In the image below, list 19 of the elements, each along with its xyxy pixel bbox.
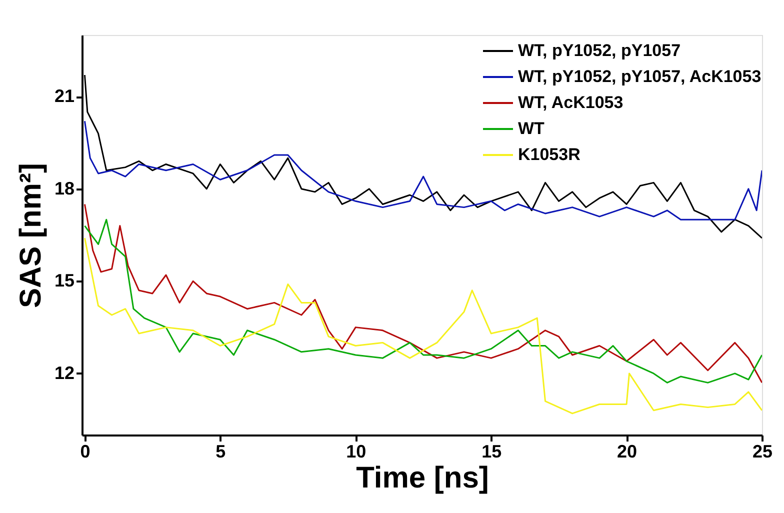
legend-label: WT, pY1052, pY1057, AcK1053 bbox=[518, 67, 762, 86]
x-axis-title: Time [ns] bbox=[356, 462, 489, 494]
y-tick-label: 21 bbox=[54, 86, 74, 106]
x-tick-label: 25 bbox=[752, 442, 773, 462]
legend-label: WT bbox=[518, 119, 546, 138]
y-axis-title: SAS [nm²] bbox=[14, 163, 48, 308]
x-tick-label: 5 bbox=[216, 442, 226, 462]
y-tick-label: 15 bbox=[54, 270, 74, 291]
x-tick-label: 0 bbox=[80, 442, 90, 462]
y-tick-label: 18 bbox=[54, 178, 74, 198]
legend-label: K1053R bbox=[518, 145, 580, 164]
x-tick-label: 10 bbox=[346, 442, 366, 462]
legend-label: WT, pY1052, pY1057 bbox=[518, 41, 681, 60]
x-tick-label: 15 bbox=[482, 442, 502, 462]
x-tick-label: 20 bbox=[617, 442, 638, 462]
line-series bbox=[84, 120, 762, 220]
legend-label: WT, AcK1053 bbox=[518, 93, 624, 112]
y-tick-label: 12 bbox=[54, 362, 74, 383]
line-series bbox=[84, 237, 762, 414]
